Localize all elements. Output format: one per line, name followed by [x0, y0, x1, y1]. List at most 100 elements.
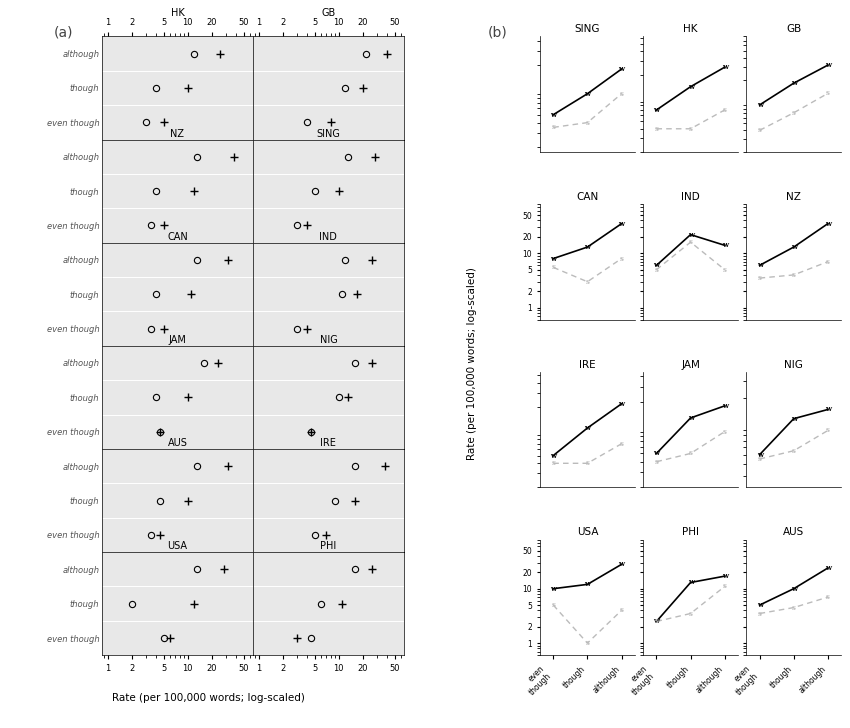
Title: NIG: NIG — [785, 360, 803, 370]
Text: w: w — [585, 424, 591, 432]
Text: Rate (per 100,000 words; log-scaled): Rate (per 100,000 words; log-scaled) — [112, 692, 304, 703]
Text: (a): (a) — [54, 25, 73, 39]
Text: s: s — [620, 440, 623, 448]
Text: s: s — [792, 108, 796, 116]
Text: s: s — [586, 119, 589, 127]
Text: w: w — [790, 79, 796, 87]
Text: w: w — [619, 561, 625, 569]
Title: PHI: PHI — [682, 527, 699, 537]
Title: IRE: IRE — [579, 360, 596, 370]
Title: IND: IND — [681, 192, 700, 202]
Text: (b): (b) — [487, 25, 507, 39]
Title: USA: USA — [167, 542, 188, 551]
Title: AUS: AUS — [783, 527, 804, 537]
Text: s: s — [757, 455, 762, 463]
Text: Rate (per 100,000 words; log-scaled): Rate (per 100,000 words; log-scaled) — [467, 268, 477, 460]
Text: s: s — [552, 123, 555, 131]
Text: w: w — [585, 580, 591, 588]
Text: w: w — [654, 449, 660, 457]
Text: s: s — [654, 124, 659, 132]
Text: s: s — [792, 447, 796, 455]
Title: NZ: NZ — [786, 192, 802, 202]
Text: s: s — [757, 609, 762, 617]
Text: w: w — [824, 61, 830, 69]
Text: s: s — [688, 449, 693, 457]
Text: s: s — [586, 277, 589, 285]
Text: s: s — [688, 238, 693, 246]
Title: SING: SING — [575, 24, 600, 34]
Text: s: s — [654, 617, 659, 625]
Title: IND: IND — [320, 232, 337, 242]
Text: w: w — [585, 90, 591, 98]
Text: w: w — [790, 415, 796, 423]
Text: s: s — [826, 258, 830, 266]
Text: s: s — [722, 582, 727, 590]
Text: w: w — [722, 402, 728, 410]
Text: w: w — [722, 241, 728, 249]
Text: w: w — [654, 261, 660, 269]
Text: w: w — [619, 220, 625, 228]
Text: w: w — [824, 220, 830, 228]
Text: w: w — [756, 451, 762, 459]
Text: w: w — [619, 400, 625, 408]
Text: s: s — [586, 459, 589, 467]
Text: w: w — [756, 601, 762, 609]
Text: s: s — [586, 639, 589, 647]
Text: w: w — [688, 579, 694, 587]
Title: HK: HK — [683, 24, 698, 34]
Text: s: s — [722, 106, 727, 114]
Text: w: w — [619, 65, 625, 73]
Title: NIG: NIG — [320, 335, 337, 345]
Title: CAN: CAN — [167, 232, 188, 242]
Text: s: s — [552, 601, 555, 609]
Text: w: w — [688, 231, 694, 239]
Title: AUS: AUS — [167, 438, 187, 448]
Text: w: w — [654, 617, 660, 625]
Text: s: s — [826, 593, 830, 601]
Text: s: s — [620, 90, 623, 98]
Text: w: w — [756, 261, 762, 269]
Text: s: s — [792, 271, 796, 279]
Text: s: s — [620, 255, 623, 263]
Text: w: w — [756, 101, 762, 109]
Title: JAM: JAM — [681, 360, 700, 370]
Text: w: w — [550, 255, 556, 263]
Text: w: w — [550, 451, 556, 459]
Text: s: s — [552, 264, 555, 272]
Text: w: w — [722, 572, 728, 580]
Text: s: s — [757, 274, 762, 282]
Text: w: w — [790, 585, 796, 593]
Title: IRE: IRE — [320, 438, 337, 448]
Text: w: w — [550, 111, 556, 119]
Text: w: w — [550, 585, 556, 593]
Text: s: s — [826, 427, 830, 435]
Text: s: s — [792, 604, 796, 612]
Title: NZ: NZ — [171, 129, 184, 139]
Text: s: s — [826, 90, 830, 98]
Title: JAM: JAM — [168, 335, 186, 345]
Text: w: w — [790, 243, 796, 251]
Text: s: s — [722, 427, 727, 435]
Title: SING: SING — [316, 129, 340, 139]
Text: w: w — [654, 106, 660, 114]
Text: s: s — [654, 458, 659, 466]
Text: w: w — [824, 564, 830, 572]
Text: w: w — [824, 405, 830, 414]
Title: GB: GB — [786, 24, 802, 34]
Title: USA: USA — [576, 527, 598, 537]
Text: s: s — [722, 266, 727, 274]
Text: w: w — [688, 83, 694, 91]
Text: w: w — [585, 243, 591, 251]
Text: s: s — [688, 124, 693, 132]
Text: w: w — [688, 414, 694, 422]
Title: HK: HK — [171, 7, 184, 17]
Text: s: s — [757, 127, 762, 135]
Title: CAN: CAN — [576, 192, 598, 202]
Text: s: s — [552, 459, 555, 467]
Text: w: w — [722, 63, 728, 71]
Title: GB: GB — [321, 7, 336, 17]
Text: s: s — [654, 266, 659, 274]
Title: PHI: PHI — [320, 542, 337, 551]
Text: s: s — [688, 609, 693, 617]
Text: s: s — [620, 606, 623, 614]
